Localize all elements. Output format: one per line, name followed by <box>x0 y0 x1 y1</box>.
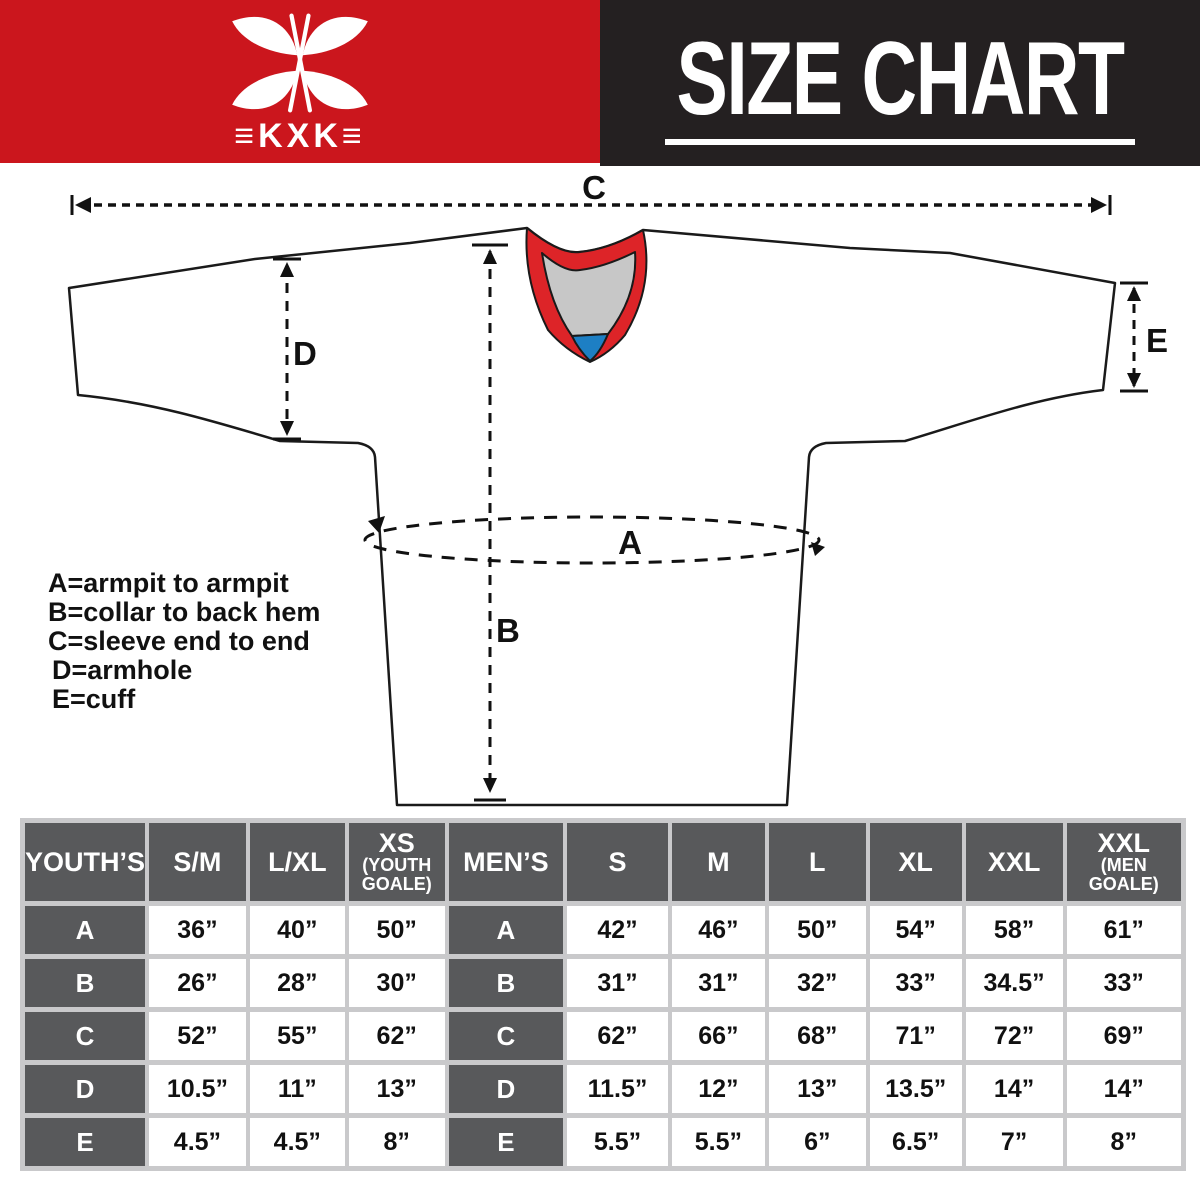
youth-b-lxl: 28” <box>249 959 345 1007</box>
measure-b-arrow <box>472 243 508 802</box>
men-d-s: 11.5” <box>567 1065 668 1113</box>
measure-label-c: C <box>582 169 606 206</box>
youth-d-lxl: 11” <box>249 1065 345 1113</box>
youth-row-label-d: D <box>25 1065 146 1113</box>
men-c-s: 62” <box>567 1012 668 1060</box>
page-title: SIZE CHART <box>676 21 1125 137</box>
header-men-goalie-size: XXL <box>1097 827 1151 858</box>
men-row-label-c: C <box>448 1012 564 1060</box>
youth-e-lxl: 4.5” <box>249 1118 345 1166</box>
men-b-xl: 33” <box>869 959 962 1007</box>
header-youth-goalie-size: XS <box>378 827 415 858</box>
legend-line-c: C=sleeve end to end <box>48 626 310 656</box>
size-table: YOUTH’S S/M L/XL XS (YOUTH GOALE) MEN’S … <box>20 818 1186 1171</box>
header-men-xl: XL <box>869 823 962 901</box>
men-c-xxl: 72” <box>965 1012 1063 1060</box>
header-men-goalie-note: (MEN GOALE) <box>1088 854 1159 894</box>
men-c-l: 68” <box>768 1012 866 1060</box>
men-d-xxlg: 14” <box>1066 1065 1181 1113</box>
men-b-xxlg: 33” <box>1066 959 1181 1007</box>
men-a-l: 50” <box>768 906 866 954</box>
men-c-xl: 71” <box>869 1012 962 1060</box>
measure-c-arrow <box>70 195 1112 215</box>
youth-row-label-c: C <box>25 1012 146 1060</box>
youth-e-sm: 4.5” <box>149 1118 246 1166</box>
men-e-m: 5.5” <box>671 1118 765 1166</box>
men-row-label-a: A <box>448 906 564 954</box>
men-d-m: 12” <box>671 1065 765 1113</box>
legend-line-a: A=armpit to armpit <box>48 568 289 598</box>
title-underline <box>665 139 1135 145</box>
men-row-label-d: D <box>448 1065 564 1113</box>
men-a-xl: 54” <box>869 906 962 954</box>
men-d-xxl: 14” <box>965 1065 1063 1113</box>
men-a-s: 42” <box>567 906 668 954</box>
header-men-xxl: XXL <box>965 823 1063 901</box>
measure-d-arrow <box>273 257 301 441</box>
brand-wordmark: ≡KXK≡ <box>234 117 366 155</box>
men-b-l: 32” <box>768 959 866 1007</box>
youth-a-xs: 50” <box>348 906 445 954</box>
men-a-xxlg: 61” <box>1066 906 1181 954</box>
men-b-m: 31” <box>671 959 765 1007</box>
youth-row-label-e: E <box>25 1118 146 1166</box>
men-c-m: 66” <box>671 1012 765 1060</box>
header-men-s: S <box>567 823 668 901</box>
collar-vee <box>571 333 609 362</box>
legend-line-d: D=armhole <box>52 655 192 685</box>
men-e-s: 5.5” <box>567 1118 668 1166</box>
collar-inner <box>541 251 637 337</box>
header-youth: YOUTH’S <box>25 823 146 901</box>
men-b-s: 31” <box>567 959 668 1007</box>
brand-panel: ≡KXK≡ <box>0 0 600 163</box>
measure-label-e: E <box>1146 322 1168 359</box>
header-youth-lxl: L/XL <box>249 823 345 901</box>
header-youth-goalie: XS (YOUTH GOALE) <box>348 823 445 901</box>
youth-b-xs: 30” <box>348 959 445 1007</box>
jersey-diagram: C D B E <box>48 169 1168 807</box>
youth-a-lxl: 40” <box>249 906 345 954</box>
men-e-xxlg: 8” <box>1066 1118 1181 1166</box>
youth-row-label-b: B <box>25 959 146 1007</box>
measure-a-ellipse <box>363 515 825 565</box>
header-youth-goalie-note: (YOUTH GOALE) <box>361 854 432 894</box>
men-c-xxlg: 69” <box>1066 1012 1181 1060</box>
youth-b-sm: 26” <box>149 959 246 1007</box>
youth-c-sm: 52” <box>149 1012 246 1060</box>
header-men-l: L <box>768 823 866 901</box>
men-row-label-e: E <box>448 1118 564 1166</box>
header-men-goalie: XXL (MEN GOALE) <box>1066 823 1181 901</box>
title-panel: SIZE CHART <box>600 0 1200 166</box>
men-d-l: 13” <box>768 1065 866 1113</box>
youth-d-sm: 10.5” <box>149 1065 246 1113</box>
men-d-xl: 13.5” <box>869 1065 962 1113</box>
measure-e-arrow <box>1120 281 1148 393</box>
measure-legend: A=armpit to armpit B=collar to back hem … <box>48 568 320 714</box>
legend-line-e: E=cuff <box>52 684 136 714</box>
header-men: MEN’S <box>448 823 564 901</box>
men-a-m: 46” <box>671 906 765 954</box>
men-e-xl: 6.5” <box>869 1118 962 1166</box>
youth-c-lxl: 55” <box>249 1012 345 1060</box>
men-b-xxl: 34.5” <box>965 959 1063 1007</box>
men-e-l: 6” <box>768 1118 866 1166</box>
legend-line-b: B=collar to back hem <box>48 597 320 627</box>
measure-label-d: D <box>293 335 317 372</box>
youth-a-sm: 36” <box>149 906 246 954</box>
kxk-logo-icon <box>232 13 368 113</box>
youth-c-xs: 62” <box>348 1012 445 1060</box>
men-a-xxl: 58” <box>965 906 1063 954</box>
youth-d-xs: 13” <box>348 1065 445 1113</box>
header-banner: ≡KXK≡ SIZE CHART <box>0 0 1200 166</box>
header-men-m: M <box>671 823 765 901</box>
men-e-xxl: 7” <box>965 1118 1063 1166</box>
header-youth-sm: S/M <box>149 823 246 901</box>
measure-label-b: B <box>496 612 520 649</box>
youth-e-xs: 8” <box>348 1118 445 1166</box>
measure-label-a: A <box>618 524 642 561</box>
men-row-label-b: B <box>448 959 564 1007</box>
youth-row-label-a: A <box>25 906 146 954</box>
